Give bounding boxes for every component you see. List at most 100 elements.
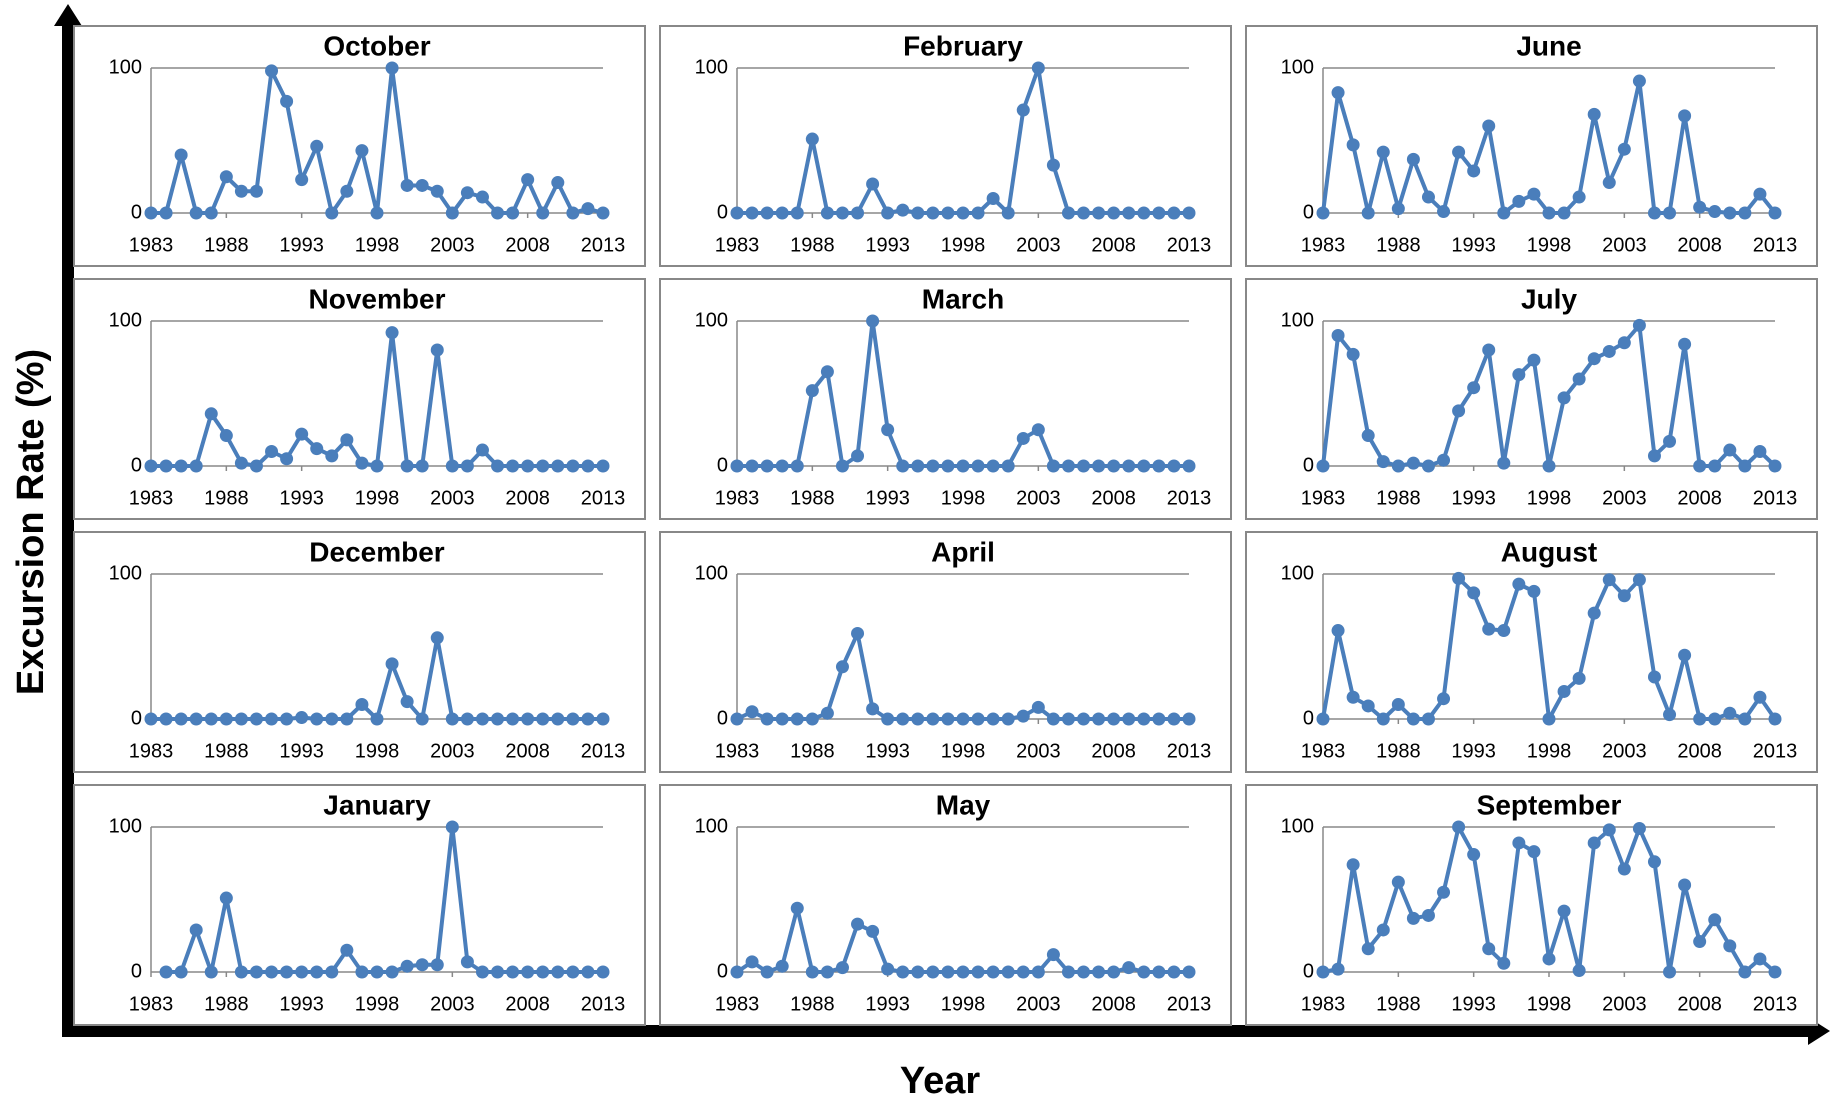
x-tick-label: 1993 bbox=[865, 993, 910, 1015]
data-point bbox=[234, 456, 248, 470]
data-point bbox=[144, 206, 158, 220]
data-point bbox=[941, 459, 955, 473]
x-tick-label: 1988 bbox=[1376, 487, 1421, 509]
data-point bbox=[1632, 821, 1646, 835]
data-point bbox=[1708, 913, 1722, 927]
data-point bbox=[475, 712, 489, 726]
data-point bbox=[1587, 107, 1601, 121]
y-tick-label: 0 bbox=[131, 201, 142, 223]
data-point bbox=[1107, 965, 1121, 979]
x-tick-label: 2003 bbox=[430, 993, 475, 1015]
data-point bbox=[956, 965, 970, 979]
data-point bbox=[1542, 712, 1556, 726]
panel: 0 100 1983 1988 1993 1998 2003 2008 2013 June bbox=[1245, 25, 1818, 267]
panel: 0 100 1983 1988 1993 1998 2003 2008 2013 May bbox=[659, 784, 1232, 1026]
data-point bbox=[1512, 836, 1526, 850]
data-point bbox=[445, 206, 459, 220]
data-point bbox=[911, 965, 925, 979]
panel-title: July bbox=[1521, 283, 1577, 314]
data-point bbox=[745, 206, 759, 220]
data-point bbox=[1421, 190, 1435, 204]
x-tick-label: 2003 bbox=[1602, 993, 1647, 1015]
data-point bbox=[760, 459, 774, 473]
data-point bbox=[1512, 194, 1526, 208]
data-point bbox=[144, 712, 158, 726]
data-point bbox=[971, 459, 985, 473]
y-tick-label: 100 bbox=[695, 309, 728, 331]
x-tick-label: 2013 bbox=[1753, 234, 1798, 256]
data-point bbox=[851, 626, 865, 640]
data-point bbox=[1693, 935, 1707, 949]
data-point bbox=[1512, 368, 1526, 382]
data-point bbox=[506, 206, 520, 220]
data-point bbox=[1077, 459, 1091, 473]
data-point bbox=[551, 459, 565, 473]
data-point bbox=[204, 712, 218, 726]
data-point bbox=[295, 711, 309, 725]
data-point bbox=[881, 712, 895, 726]
data-point bbox=[1391, 875, 1405, 889]
x-tick-label: 1993 bbox=[279, 740, 324, 762]
data-point bbox=[1602, 823, 1616, 837]
data-point bbox=[219, 891, 233, 905]
data-point bbox=[1361, 942, 1375, 956]
data-point bbox=[1482, 119, 1496, 133]
data-point bbox=[189, 712, 203, 726]
data-point bbox=[370, 712, 384, 726]
data-point bbox=[775, 959, 789, 973]
panel-frame bbox=[1245, 278, 1818, 520]
x-tick-label: 1988 bbox=[1376, 740, 1421, 762]
data-point bbox=[1723, 443, 1737, 457]
data-point bbox=[1092, 965, 1106, 979]
data-point bbox=[1497, 456, 1511, 470]
data-point bbox=[1557, 904, 1571, 918]
data-point bbox=[370, 459, 384, 473]
data-point bbox=[1437, 205, 1451, 219]
x-tick-label: 2003 bbox=[1016, 234, 1061, 256]
data-point bbox=[1077, 206, 1091, 220]
data-point bbox=[566, 712, 580, 726]
panel-frame bbox=[659, 784, 1232, 1026]
data-point bbox=[911, 206, 925, 220]
data-point bbox=[971, 965, 985, 979]
x-tick-label: 1998 bbox=[941, 234, 986, 256]
panel-title: September bbox=[1477, 789, 1622, 820]
x-tick-label: 2008 bbox=[505, 993, 549, 1015]
data-point bbox=[866, 702, 880, 716]
data-point bbox=[881, 423, 895, 437]
panel-title: August bbox=[1501, 536, 1597, 567]
data-point bbox=[1602, 573, 1616, 587]
data-point bbox=[551, 176, 565, 190]
data-point bbox=[581, 712, 595, 726]
data-point bbox=[1467, 381, 1481, 395]
panel-title: May bbox=[936, 789, 991, 820]
data-point bbox=[370, 965, 384, 979]
data-point bbox=[1046, 712, 1060, 726]
data-point bbox=[1647, 449, 1661, 463]
data-point bbox=[1602, 344, 1616, 358]
data-point bbox=[1122, 961, 1136, 975]
data-point bbox=[385, 326, 399, 340]
data-point bbox=[1527, 584, 1541, 598]
data-point bbox=[340, 184, 354, 198]
data-point bbox=[174, 965, 188, 979]
x-tick-label: 1988 bbox=[204, 487, 249, 509]
data-point bbox=[1077, 965, 1091, 979]
data-point bbox=[1542, 459, 1556, 473]
x-tick-label: 1993 bbox=[1451, 234, 1496, 256]
data-point bbox=[1391, 698, 1405, 711]
data-point bbox=[881, 206, 895, 220]
data-point bbox=[730, 712, 744, 726]
data-point bbox=[460, 459, 474, 473]
panel-frame bbox=[1245, 25, 1818, 267]
y-tick-label: 100 bbox=[1281, 56, 1314, 78]
data-point bbox=[460, 712, 474, 726]
data-point bbox=[790, 206, 804, 220]
x-tick-label: 2013 bbox=[1167, 740, 1212, 762]
data-point bbox=[1152, 965, 1166, 979]
data-point bbox=[1182, 712, 1196, 726]
data-point bbox=[596, 712, 610, 726]
data-point bbox=[1632, 573, 1646, 587]
data-point bbox=[1617, 589, 1631, 603]
